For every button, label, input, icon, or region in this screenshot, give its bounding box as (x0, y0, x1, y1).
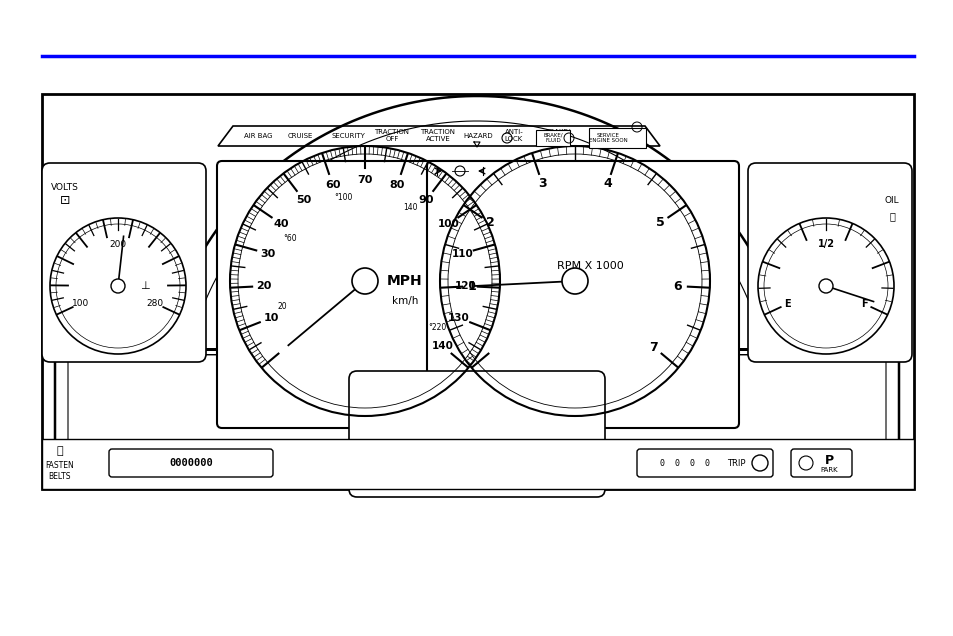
FancyBboxPatch shape (747, 163, 911, 362)
Text: km/h: km/h (392, 296, 417, 306)
Text: 6: 6 (673, 280, 681, 293)
FancyBboxPatch shape (109, 449, 273, 477)
Text: 1/2: 1/2 (817, 239, 834, 249)
Text: 20: 20 (256, 281, 272, 291)
Text: VOLTS: VOLTS (51, 184, 79, 193)
Text: 🛢: 🛢 (888, 211, 894, 221)
Circle shape (352, 268, 377, 294)
FancyBboxPatch shape (536, 130, 569, 146)
Text: BRAKE/
FLUID: BRAKE/ FLUID (542, 132, 562, 143)
Circle shape (818, 279, 832, 293)
Text: °220: °220 (428, 323, 446, 332)
Text: °60: °60 (283, 235, 296, 244)
Text: 200: 200 (110, 240, 127, 249)
Text: 5: 5 (655, 216, 664, 230)
Circle shape (561, 268, 587, 294)
Text: 30: 30 (260, 249, 275, 259)
FancyBboxPatch shape (42, 439, 913, 489)
Text: 10: 10 (263, 313, 278, 323)
Text: 🔔: 🔔 (56, 446, 63, 456)
FancyBboxPatch shape (42, 94, 913, 489)
Text: 140: 140 (402, 204, 416, 212)
Text: 90: 90 (417, 195, 434, 205)
FancyBboxPatch shape (637, 449, 772, 477)
Text: OIL: OIL (883, 197, 899, 205)
Text: 40: 40 (274, 219, 289, 229)
Text: 20: 20 (277, 301, 287, 310)
Text: ANTI-
LOCK: ANTI- LOCK (504, 130, 523, 142)
Text: 80: 80 (389, 180, 404, 190)
Text: 130: 130 (448, 313, 470, 323)
Text: 60: 60 (325, 180, 340, 190)
Text: BRAKE/
FLUID: BRAKE/ FLUID (545, 130, 570, 142)
Text: RPM X 1000: RPM X 1000 (556, 261, 622, 271)
Text: 4: 4 (603, 177, 612, 190)
FancyBboxPatch shape (349, 371, 604, 497)
Text: PARK: PARK (820, 467, 837, 473)
Text: CRUISE: CRUISE (287, 133, 313, 139)
FancyBboxPatch shape (42, 163, 206, 362)
Text: °100: °100 (334, 193, 353, 202)
Text: E: E (783, 299, 790, 308)
Text: 140: 140 (431, 341, 453, 351)
Text: 7: 7 (649, 341, 658, 354)
Text: 1: 1 (467, 280, 476, 293)
Text: 100: 100 (72, 299, 90, 308)
Text: 50: 50 (296, 195, 312, 205)
Text: 70: 70 (357, 175, 373, 185)
Text: 3: 3 (537, 177, 546, 190)
Text: 0  0  0  0: 0 0 0 0 (659, 459, 709, 467)
Text: TRIP: TRIP (726, 459, 744, 467)
Text: SERVICE
ENGINE SOON: SERVICE ENGINE SOON (588, 132, 627, 143)
Text: 110: 110 (451, 249, 473, 259)
FancyBboxPatch shape (427, 161, 739, 428)
Text: MPH: MPH (387, 274, 422, 288)
Text: ⊥: ⊥ (140, 281, 150, 291)
FancyBboxPatch shape (588, 128, 645, 148)
Text: TRACTION
ACTIVE: TRACTION ACTIVE (420, 130, 455, 142)
Text: HAZARD: HAZARD (463, 133, 493, 139)
Text: F: F (860, 299, 866, 308)
Text: 0000000: 0000000 (169, 458, 213, 468)
Text: 120: 120 (455, 281, 476, 291)
Text: TRACTION
OFF: TRACTION OFF (375, 130, 409, 142)
Text: ⊡: ⊡ (60, 195, 71, 207)
FancyBboxPatch shape (216, 161, 529, 428)
Text: 100: 100 (437, 219, 458, 229)
Text: P: P (823, 453, 833, 466)
FancyBboxPatch shape (790, 449, 851, 477)
Text: SERVICE
ENGINE SOON: SERVICE ENGINE SOON (597, 130, 646, 142)
Text: 280: 280 (147, 299, 164, 308)
Text: FASTEN
BELTS: FASTEN BELTS (46, 461, 74, 481)
Text: SECURITY: SECURITY (331, 133, 365, 139)
Circle shape (111, 279, 125, 293)
Text: AIR BAG: AIR BAG (244, 133, 272, 139)
Text: 2: 2 (485, 216, 494, 230)
